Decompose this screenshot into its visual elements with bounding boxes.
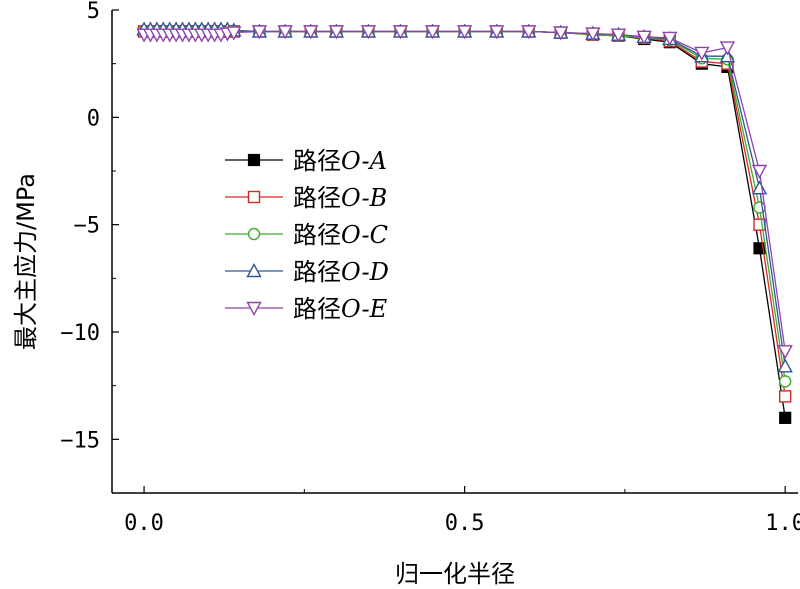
data-point <box>719 41 736 56</box>
legend-label: 路径O-E <box>293 295 388 323</box>
legend-label: 路径O-C <box>293 221 388 249</box>
data-point <box>553 26 569 41</box>
data-point <box>277 25 293 40</box>
series-line <box>144 30 786 397</box>
ticks: 0.0 0.5 1.0 5 0 −5 −10 −15 <box>60 0 800 536</box>
x-tick-label: 0.0 <box>124 511 164 536</box>
data-point <box>585 27 601 42</box>
legend-entry: 路径O-D <box>225 258 389 286</box>
legend-marker <box>247 153 261 167</box>
series-line <box>144 30 786 352</box>
data-point <box>777 345 793 360</box>
y-tick-label: −10 <box>60 321 100 346</box>
x-tick-label: 0.5 <box>445 511 485 536</box>
y-tick-label: 0 <box>87 106 100 131</box>
legend-entry: 路径O-C <box>225 221 388 249</box>
series-line <box>144 30 786 382</box>
y-axis-title: 最大主应力/MPa <box>12 173 40 350</box>
legend-label: 路径O-A <box>293 147 387 175</box>
data-point <box>636 30 652 45</box>
series-layer <box>136 21 793 424</box>
legend: 路径O-A 路径O-B 路径O-C 路径O-D 路径O-E <box>225 147 389 323</box>
data-point <box>694 46 710 61</box>
data-point <box>456 25 473 40</box>
data-point <box>424 25 441 40</box>
data-point <box>753 218 766 231</box>
data-point <box>778 390 792 403</box>
legend-entry: 路径O-A <box>225 147 387 175</box>
legend-label: 路径O-B <box>293 184 387 212</box>
legend-entry: 路径O-B <box>225 184 387 212</box>
data-point <box>303 25 319 40</box>
data-point <box>251 25 268 40</box>
axes <box>111 10 798 494</box>
data-point <box>778 375 792 388</box>
data-point <box>610 28 627 43</box>
data-point <box>392 25 409 40</box>
series-o-b <box>137 25 792 403</box>
legend-label: 路径O-D <box>293 258 389 286</box>
data-point <box>521 25 537 40</box>
legend-marker <box>247 190 261 204</box>
data-point <box>777 358 793 373</box>
y-tick-label: −15 <box>60 428 100 453</box>
series-line <box>144 28 786 367</box>
x-tick-label: 1.0 <box>765 511 800 536</box>
series-line <box>144 30 786 418</box>
series-o-c <box>137 25 792 388</box>
y-tick-label: 5 <box>87 0 100 24</box>
legend-marker <box>247 227 261 241</box>
series-o-e <box>136 25 793 360</box>
series-o-a <box>137 25 792 424</box>
data-point <box>662 31 678 46</box>
legend-marker <box>246 301 262 316</box>
data-point <box>779 411 792 424</box>
data-point <box>360 25 377 40</box>
data-point <box>751 164 768 179</box>
x-axis-title: 归一化半径 <box>395 560 515 588</box>
legend-entry: 路径O-E <box>225 295 388 323</box>
data-point <box>328 25 345 40</box>
data-point <box>226 26 242 41</box>
legend-marker <box>246 263 262 278</box>
data-point <box>488 25 505 40</box>
y-tick-label: −5 <box>74 214 101 239</box>
